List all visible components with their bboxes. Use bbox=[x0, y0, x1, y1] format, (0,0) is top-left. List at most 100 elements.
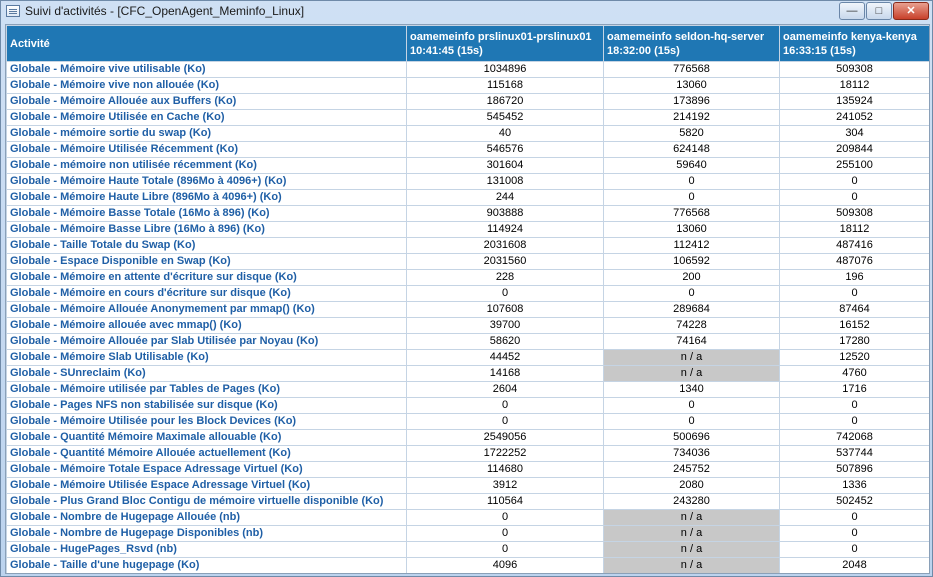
row-value: 624148 bbox=[603, 141, 780, 158]
row-value: 106592 bbox=[603, 253, 780, 270]
table-row[interactable]: Globale - Mémoire Utilisée Espace Adress… bbox=[6, 477, 929, 494]
row-value: 241052 bbox=[779, 109, 929, 126]
column-header-activity[interactable]: Activité bbox=[6, 25, 407, 62]
minimize-button[interactable]: — bbox=[839, 2, 865, 20]
table-row[interactable]: Globale - Taille Totale du Swap (Ko) 2031… bbox=[6, 237, 929, 254]
row-value: 2549056 bbox=[406, 429, 604, 446]
row-value: 18112 bbox=[779, 221, 929, 238]
row-value: 1034896 bbox=[406, 61, 604, 78]
row-value: 0 bbox=[406, 509, 604, 526]
row-label: Globale - Mémoire Allouée Anonymement pa… bbox=[6, 301, 407, 318]
row-value: n / a bbox=[603, 557, 780, 573]
row-value: 2031560 bbox=[406, 253, 604, 270]
row-value: 44452 bbox=[406, 349, 604, 366]
table-row[interactable]: Globale - Mémoire Basse Libre (16Mo à 89… bbox=[6, 221, 929, 238]
row-label: Globale - Pages NFS non stabilisée sur d… bbox=[6, 397, 407, 414]
table-row[interactable]: Globale - Taille d'une hugepage (Ko) 4096… bbox=[6, 557, 929, 573]
table-row[interactable]: Globale - mémoire non utilisée récemment… bbox=[6, 157, 929, 174]
row-value: 0 bbox=[603, 285, 780, 302]
table-row[interactable]: Globale - Nombre de Hugepage Allouée (nb… bbox=[6, 509, 929, 526]
row-value: n / a bbox=[603, 365, 780, 382]
row-label: Globale - Mémoire Utilisée Récemment (Ko… bbox=[6, 141, 407, 158]
row-label: Globale - Mémoire Slab Utilisable (Ko) bbox=[6, 349, 407, 366]
table-row[interactable]: Globale - Quantité Mémoire Maximale allo… bbox=[6, 429, 929, 446]
table-row[interactable]: Globale - Mémoire Haute Libre (896Mo à 4… bbox=[6, 189, 929, 206]
row-value: 1336 bbox=[779, 477, 929, 494]
row-value: 509308 bbox=[779, 205, 929, 222]
row-value: 507896 bbox=[779, 461, 929, 478]
row-value: 244 bbox=[406, 189, 604, 206]
title-bar[interactable]: Suivi d'activités - [CFC_OpenAgent_Memin… bbox=[1, 1, 932, 23]
table-row[interactable]: Globale - Mémoire en cours d'écriture su… bbox=[6, 285, 929, 302]
table-row[interactable]: Globale - Mémoire Utilisée en Cache (Ko)… bbox=[6, 109, 929, 126]
table-row[interactable]: Globale - Mémoire vive non allouée (Ko) 1… bbox=[6, 77, 929, 94]
row-value: 0 bbox=[603, 397, 780, 414]
table-row[interactable]: Globale - Mémoire allouée avec mmap() (K… bbox=[6, 317, 929, 334]
close-button[interactable]: ✕ bbox=[893, 2, 929, 20]
row-label: Globale - Mémoire Allouée aux Buffers (K… bbox=[6, 93, 407, 110]
maximize-button[interactable]: □ bbox=[866, 2, 892, 20]
table-row[interactable]: Globale - Mémoire Slab Utilisable (Ko) 44… bbox=[6, 349, 929, 366]
row-value: 0 bbox=[779, 285, 929, 302]
table-row[interactable]: Globale - Mémoire Utilisée pour les Bloc… bbox=[6, 413, 929, 430]
table-row[interactable]: Globale - Mémoire Utilisée Récemment (Ko… bbox=[6, 141, 929, 158]
row-value: 110564 bbox=[406, 493, 604, 510]
close-icon: ✕ bbox=[906, 5, 916, 17]
row-value: 301604 bbox=[406, 157, 604, 174]
table-row[interactable]: Globale - Mémoire Basse Totale (16Mo à 8… bbox=[6, 205, 929, 222]
row-value: 0 bbox=[406, 413, 604, 430]
row-label: Globale - Mémoire Utilisée pour les Bloc… bbox=[6, 413, 407, 430]
row-value: 3912 bbox=[406, 477, 604, 494]
row-value: 243280 bbox=[603, 493, 780, 510]
row-value: 114924 bbox=[406, 221, 604, 238]
table-row[interactable]: Globale - Mémoire Haute Totale (896Mo à … bbox=[6, 173, 929, 190]
row-value: 1722252 bbox=[406, 445, 604, 462]
column-header-seldon[interactable]: oamemeinfo seldon-hq-server 18:32:00 (15… bbox=[603, 25, 780, 62]
row-value: 87464 bbox=[779, 301, 929, 318]
table-row[interactable]: Globale - Mémoire Allouée par Slab Utili… bbox=[6, 333, 929, 350]
row-label: Globale - Mémoire Allouée par Slab Utili… bbox=[6, 333, 407, 350]
row-value: 0 bbox=[406, 397, 604, 414]
row-value: 304 bbox=[779, 125, 929, 142]
row-value: 59640 bbox=[603, 157, 780, 174]
maximize-icon: □ bbox=[875, 5, 883, 17]
row-value: 4096 bbox=[406, 557, 604, 573]
table-row[interactable]: Globale - Mémoire utilisée par Tables de… bbox=[6, 381, 929, 398]
row-label: Globale - Espace Disponible en Swap (Ko) bbox=[6, 253, 407, 270]
row-value: 114680 bbox=[406, 461, 604, 478]
row-label: Globale - Mémoire Utilisée Espace Adress… bbox=[6, 477, 407, 494]
row-value: 1716 bbox=[779, 381, 929, 398]
column-header-kenya[interactable]: oamemeinfo kenya-kenya 16:33:15 (15s) bbox=[779, 25, 929, 62]
row-label: Globale - Mémoire en attente d'écriture … bbox=[6, 269, 407, 286]
table-row[interactable]: Globale - Mémoire Totale Espace Adressag… bbox=[6, 461, 929, 478]
table-row[interactable]: Globale - Plus Grand Bloc Contigu de mém… bbox=[6, 493, 929, 510]
table-row[interactable]: Globale - SUnreclaim (Ko) 14168 n / a 4760 bbox=[6, 365, 929, 382]
row-value: 115168 bbox=[406, 77, 604, 94]
row-label: Globale - Mémoire Haute Libre (896Mo à 4… bbox=[6, 189, 407, 206]
row-value: 0 bbox=[406, 525, 604, 542]
table-row[interactable]: Globale - Mémoire vive utilisable (Ko) 10… bbox=[6, 61, 929, 78]
table-row[interactable]: Globale - mémoire sortie du swap (Ko) 40 5… bbox=[6, 125, 929, 142]
row-value: 487076 bbox=[779, 253, 929, 270]
row-value: 196 bbox=[779, 269, 929, 286]
column-header-prslinux01[interactable]: oamemeinfo prslinux01-prslinux01 10:41:4… bbox=[406, 25, 604, 62]
row-value: 245752 bbox=[603, 461, 780, 478]
table-row[interactable]: Globale - Mémoire en attente d'écriture … bbox=[6, 269, 929, 286]
row-value: 0 bbox=[779, 413, 929, 430]
row-label: Globale - Mémoire Basse Libre (16Mo à 89… bbox=[6, 221, 407, 238]
row-value: 58620 bbox=[406, 333, 604, 350]
table-row[interactable]: Globale - Mémoire Allouée Anonymement pa… bbox=[6, 301, 929, 318]
table-row[interactable]: Globale - Pages NFS non stabilisée sur d… bbox=[6, 397, 929, 414]
table-row[interactable]: Globale - Mémoire Allouée aux Buffers (K… bbox=[6, 93, 929, 110]
row-value: n / a bbox=[603, 541, 780, 558]
row-value: 5820 bbox=[603, 125, 780, 142]
table-row[interactable]: Globale - Quantité Mémoire Allouée actue… bbox=[6, 445, 929, 462]
table-row[interactable]: Globale - Nombre de Hugepage Disponibles… bbox=[6, 525, 929, 542]
row-value: 0 bbox=[406, 285, 604, 302]
row-value: 537744 bbox=[779, 445, 929, 462]
row-label: Globale - Nombre de Hugepage Allouée (nb… bbox=[6, 509, 407, 526]
row-label: Globale - Plus Grand Bloc Contigu de mém… bbox=[6, 493, 407, 510]
table-row[interactable]: Globale - Espace Disponible en Swap (Ko)… bbox=[6, 253, 929, 270]
